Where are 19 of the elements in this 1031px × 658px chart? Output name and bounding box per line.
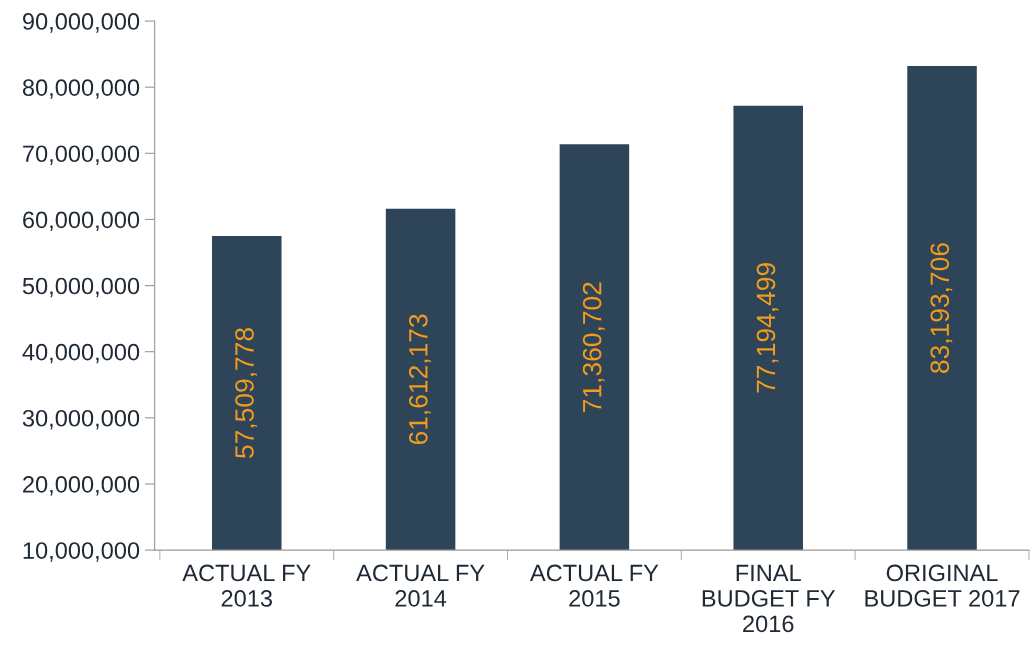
data-label: 83,193,706	[930, 243, 953, 373]
x-tick-label: ACTUAL FY 2013	[182, 564, 311, 607]
x-tick-label: FINAL BUDGET FY 2016	[702, 564, 836, 633]
data-label: 61,612,173	[408, 314, 431, 445]
x-tick-label: ORIGINAL BUDGET 2017	[865, 564, 1020, 607]
y-tick-label: 30,000,000	[22, 409, 140, 430]
y-tick-label: 50,000,000	[22, 277, 140, 298]
data-label: 77,194,499	[756, 263, 779, 393]
x-tick-label: ACTUAL FY 2014	[356, 564, 485, 607]
y-tick-label: 60,000,000	[23, 211, 140, 232]
y-tick-label: 10,000,000	[23, 542, 140, 562]
data-label: 71,360,702	[582, 282, 605, 412]
x-tick-label: ACTUAL FY 2015	[529, 564, 659, 607]
y-tick-label: 70,000,000	[23, 145, 140, 165]
y-tick-label: 80,000,000	[22, 79, 140, 99]
data-label: 57,509,778	[235, 328, 257, 458]
y-tick-label: 20,000,000	[23, 476, 140, 496]
y-tick-label: 40,000,000	[22, 343, 140, 364]
y-tick-label: 90,000,000	[23, 13, 140, 33]
